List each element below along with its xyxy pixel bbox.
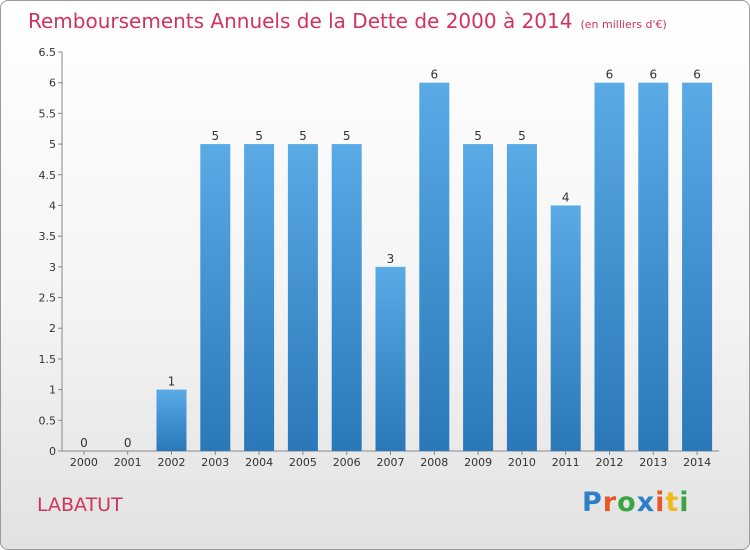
data-label-2008: 6 <box>430 68 438 82</box>
x-tick-label-2006: 2006 <box>333 456 361 469</box>
chart-title-text: Remboursements Annuels de la Dette de 20… <box>28 9 573 33</box>
chart-unit: (en milliers d'€) <box>580 18 667 31</box>
x-tick-label-2001: 2001 <box>114 456 142 469</box>
bar-labels: 0 0 1 5 5 5 5 3 6 5 5 4 6 6 6 <box>80 68 701 450</box>
bar-2010 <box>506 144 537 452</box>
x-tick-label-2014: 2014 <box>683 456 711 469</box>
logo-letter: i <box>655 487 666 518</box>
x-axis: 2000 2001 2002 2003 2004 2005 2006 2007 2008 2009… <box>62 450 719 469</box>
bar-2006 <box>331 144 362 452</box>
bar-2014 <box>682 82 713 451</box>
x-tick-label-2009: 2009 <box>464 456 492 469</box>
logo-letter: x <box>636 487 656 518</box>
data-label-2004: 5 <box>255 129 263 143</box>
bar-2007 <box>375 266 406 451</box>
y-tick-label: 3.5 <box>39 230 57 243</box>
data-label-2007: 3 <box>387 252 395 266</box>
logo-letter: i <box>679 487 690 518</box>
data-label-2014: 6 <box>693 68 701 82</box>
logo-letter: t <box>665 487 680 518</box>
y-tick-label: 0 <box>49 445 56 458</box>
y-tick-label: 5.5 <box>39 107 57 120</box>
data-label-2006: 5 <box>343 129 351 143</box>
data-label-2013: 6 <box>649 68 657 82</box>
logo-letter: P <box>582 487 603 518</box>
commune-name: LABATUT <box>37 494 123 516</box>
y-axis: 0 0.5 1 1.5 2 2.5 3 3.5 4 4.5 5 5.5 6 6.5 <box>39 46 63 458</box>
bar-2012 <box>594 82 625 451</box>
y-tick-label: 1 <box>49 384 56 397</box>
bar-2005 <box>287 144 318 452</box>
bar-2008 <box>419 82 450 451</box>
x-tick-label-2003: 2003 <box>201 456 229 469</box>
y-tick-label: 2.5 <box>39 292 57 305</box>
x-tick-label-2007: 2007 <box>377 456 405 469</box>
x-tick-label-2002: 2002 <box>158 456 186 469</box>
bar-2002 <box>156 389 187 451</box>
proxiti-logo: Proxiti <box>582 487 690 518</box>
x-tick-label-2010: 2010 <box>508 456 536 469</box>
x-tick-label-2012: 2012 <box>596 456 624 469</box>
data-label-2005: 5 <box>299 129 307 143</box>
y-tick-label: 5 <box>49 138 56 151</box>
x-tick-label-2004: 2004 <box>245 456 273 469</box>
y-tick-label: 4.5 <box>39 169 57 182</box>
y-tick-label: 0.5 <box>39 414 57 427</box>
logo-letter: r <box>602 487 618 518</box>
y-tick-label: 3 <box>49 261 56 274</box>
x-tick-label-2013: 2013 <box>639 456 667 469</box>
bars <box>156 82 713 452</box>
y-tick-label: 4 <box>49 199 56 212</box>
data-label-2009: 5 <box>474 129 482 143</box>
data-label-2010: 5 <box>518 129 526 143</box>
logo-letter: o <box>617 487 637 518</box>
x-tick-label-2000: 2000 <box>70 456 98 469</box>
bar-2013 <box>638 82 669 451</box>
x-tick-label-2005: 2005 <box>289 456 317 469</box>
y-tick-label: 6.5 <box>39 46 57 59</box>
data-label-2001: 0 <box>124 436 132 450</box>
bar-2009 <box>463 144 494 452</box>
bar-2011 <box>550 205 581 451</box>
data-label-2012: 6 <box>606 68 614 82</box>
data-label-2003: 5 <box>211 129 219 143</box>
bar-2003 <box>200 144 231 452</box>
y-tick-label: 1.5 <box>39 353 57 366</box>
x-tick-label-2011: 2011 <box>552 456 580 469</box>
data-label-2002: 1 <box>168 375 176 389</box>
data-label-2011: 4 <box>562 190 570 204</box>
y-tick-label: 6 <box>49 77 56 90</box>
chart-title: Remboursements Annuels de la Dette de 20… <box>28 9 667 33</box>
x-tick-label-2008: 2008 <box>420 456 448 469</box>
y-tick-label: 2 <box>49 322 56 335</box>
data-label-2000: 0 <box>80 436 88 450</box>
bar-2004 <box>244 144 275 452</box>
